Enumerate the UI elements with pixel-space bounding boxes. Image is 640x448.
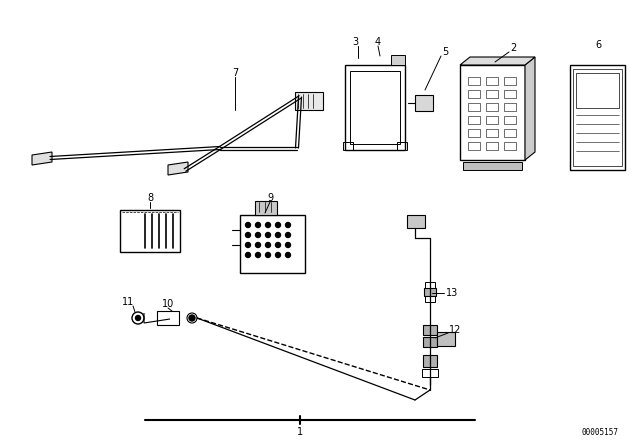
Text: 00005157: 00005157 <box>582 427 618 436</box>
Bar <box>424 288 436 296</box>
Circle shape <box>275 253 280 258</box>
Bar <box>343 142 353 150</box>
Bar <box>573 69 622 166</box>
Bar <box>486 129 498 137</box>
Circle shape <box>255 242 260 247</box>
Circle shape <box>255 253 260 258</box>
Bar <box>463 162 522 170</box>
Text: 1: 1 <box>297 427 303 437</box>
Bar <box>345 65 405 150</box>
Text: 2: 2 <box>510 43 516 53</box>
Bar <box>423 355 437 367</box>
Polygon shape <box>525 57 535 160</box>
Bar <box>504 90 516 98</box>
Bar <box>423 325 437 335</box>
Circle shape <box>266 223 271 228</box>
Polygon shape <box>460 57 535 65</box>
Bar <box>255 201 277 215</box>
Circle shape <box>275 233 280 237</box>
Bar <box>407 215 425 228</box>
Text: 11: 11 <box>122 297 134 307</box>
Text: 6: 6 <box>595 40 601 50</box>
Circle shape <box>285 253 291 258</box>
Bar <box>486 103 498 111</box>
Bar <box>295 92 323 110</box>
Bar <box>486 142 498 150</box>
Bar <box>157 311 179 325</box>
Bar <box>468 77 480 85</box>
Bar <box>460 65 525 160</box>
Polygon shape <box>168 162 188 175</box>
Bar <box>422 369 438 377</box>
Circle shape <box>266 233 271 237</box>
Circle shape <box>275 223 280 228</box>
Bar <box>486 90 498 98</box>
Bar <box>486 77 498 85</box>
Bar <box>504 77 516 85</box>
Circle shape <box>189 315 195 321</box>
Circle shape <box>285 223 291 228</box>
Text: 12: 12 <box>449 325 461 335</box>
Circle shape <box>246 242 250 247</box>
Text: 10: 10 <box>162 299 174 309</box>
Bar <box>570 65 625 170</box>
Bar <box>415 95 433 111</box>
Bar <box>240 215 305 273</box>
Circle shape <box>246 223 250 228</box>
Circle shape <box>266 242 271 247</box>
Bar <box>486 116 498 124</box>
Bar <box>350 71 400 144</box>
Text: 3: 3 <box>352 37 358 47</box>
Bar <box>468 116 480 124</box>
Bar <box>468 142 480 150</box>
Text: 8: 8 <box>147 193 153 203</box>
Polygon shape <box>32 152 52 165</box>
Bar <box>437 332 455 346</box>
Bar <box>425 296 435 302</box>
Circle shape <box>255 223 260 228</box>
Circle shape <box>285 242 291 247</box>
Bar <box>576 73 619 108</box>
Text: 7: 7 <box>232 68 238 78</box>
Circle shape <box>285 233 291 237</box>
Bar <box>468 129 480 137</box>
Circle shape <box>246 253 250 258</box>
Text: 13: 13 <box>446 288 458 298</box>
Circle shape <box>136 315 141 320</box>
Circle shape <box>266 253 271 258</box>
Circle shape <box>275 242 280 247</box>
Bar <box>425 282 435 288</box>
Text: 5: 5 <box>442 47 448 57</box>
Bar <box>468 90 480 98</box>
Bar <box>120 210 180 252</box>
Text: 4: 4 <box>375 37 381 47</box>
Bar <box>504 142 516 150</box>
Circle shape <box>246 233 250 237</box>
Bar <box>504 116 516 124</box>
Bar <box>504 129 516 137</box>
Bar <box>468 103 480 111</box>
Circle shape <box>255 233 260 237</box>
Bar <box>391 55 405 65</box>
Bar <box>423 337 437 347</box>
Bar <box>504 103 516 111</box>
Text: 9: 9 <box>267 193 273 203</box>
Bar <box>397 142 407 150</box>
